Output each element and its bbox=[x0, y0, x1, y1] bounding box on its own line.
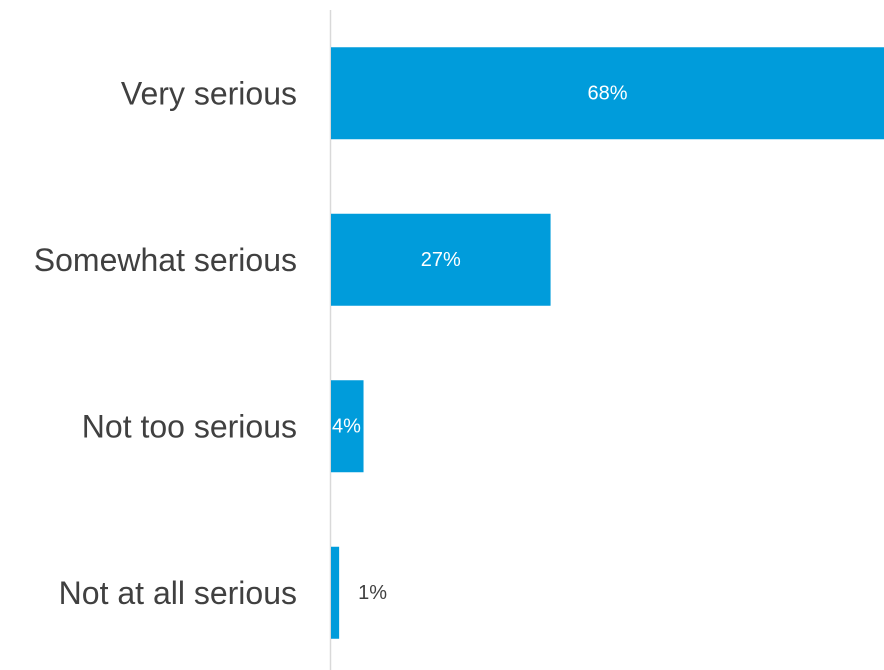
category-label-very-serious: Very serious bbox=[121, 75, 297, 111]
category-label-not-too-serious: Not too serious bbox=[82, 408, 297, 444]
bars-group: Very serious 68% Somewhat serious 27% Not to… bbox=[34, 47, 884, 639]
bar-somewhat-serious bbox=[331, 213, 551, 306]
bar-not-at-all-serious bbox=[331, 546, 340, 639]
data-label-not-too-serious: 4% bbox=[332, 415, 361, 437]
bar-very-serious bbox=[331, 47, 884, 140]
data-label-very-serious: 68% bbox=[587, 82, 627, 104]
data-label-somewhat-serious: 27% bbox=[421, 249, 461, 271]
bar-not-too-serious bbox=[331, 380, 364, 473]
data-label-not-at-all-serious: 1% bbox=[358, 582, 387, 604]
category-label-somewhat-serious: Somewhat serious bbox=[34, 242, 297, 278]
category-label-not-at-all-serious: Not at all serious bbox=[59, 575, 297, 611]
